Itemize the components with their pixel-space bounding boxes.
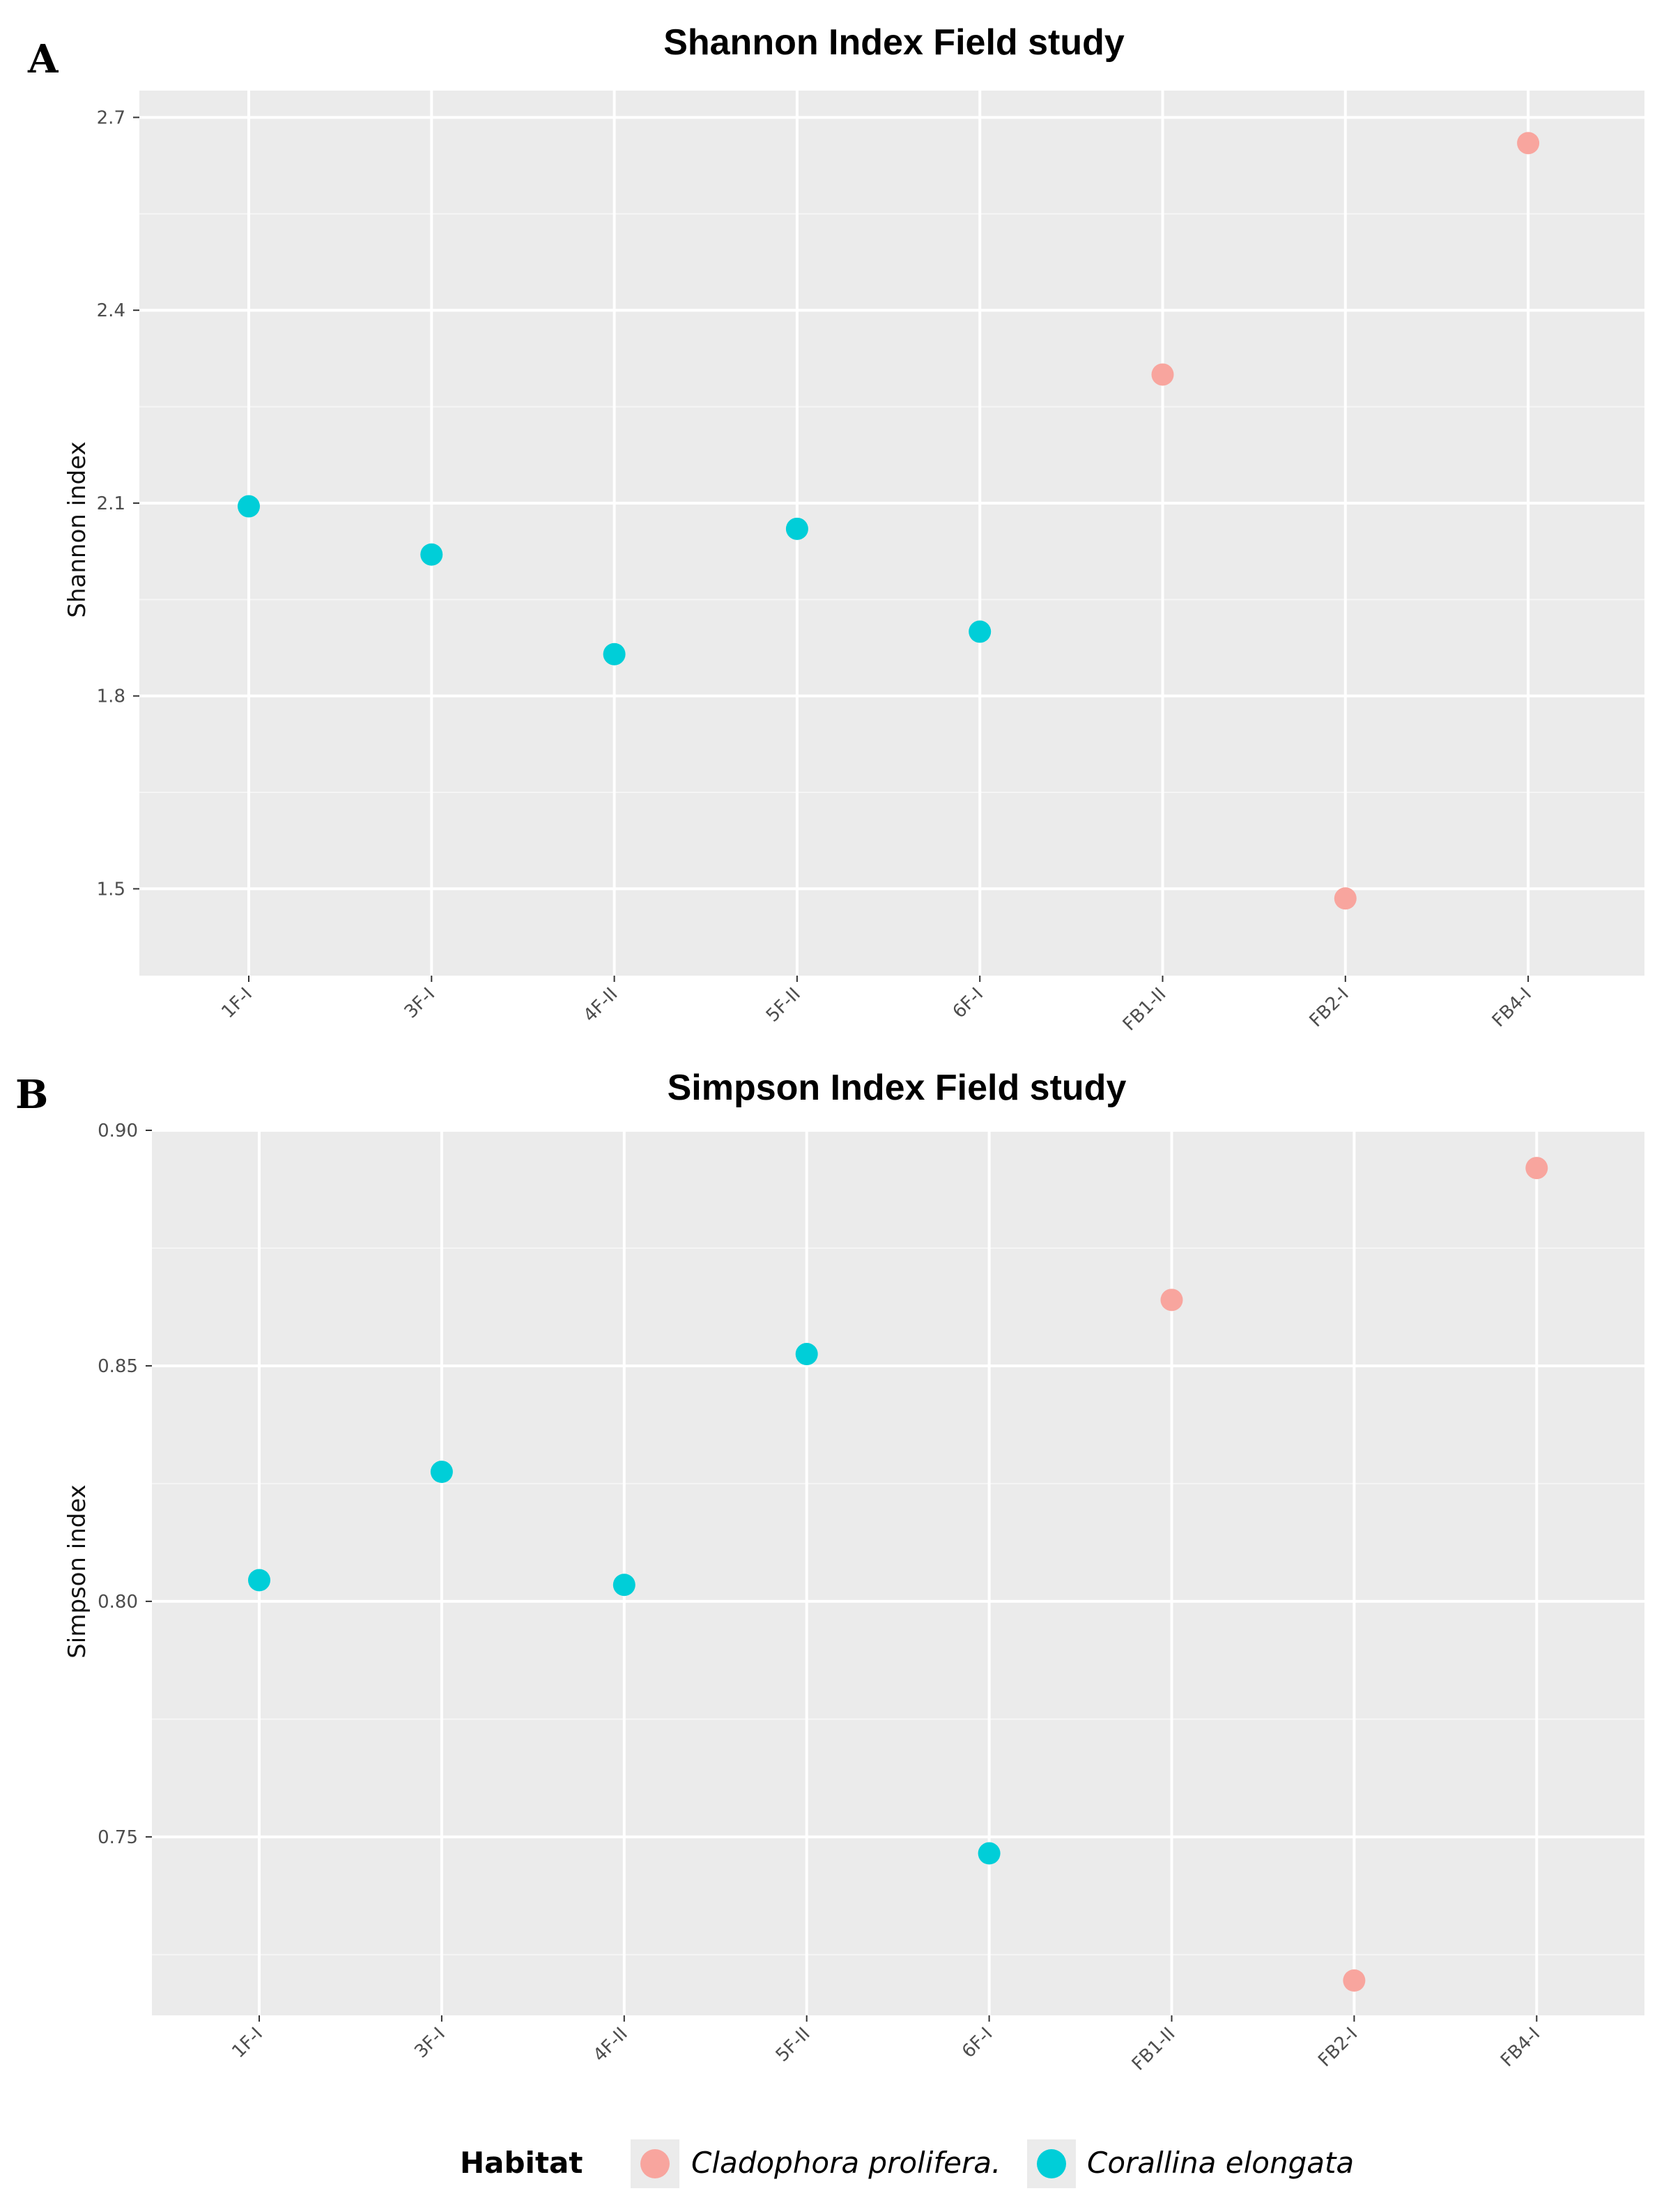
data-point-fb2-i [1343, 1969, 1366, 1992]
panel-letter: B [15, 1072, 48, 1118]
data-point-fb2-i [1334, 887, 1357, 910]
data-points [238, 132, 1540, 910]
grid-lines [152, 1129, 1644, 2015]
y-tick-label: 2.7 [97, 107, 125, 128]
x-tick-label: 4F-II [589, 2024, 632, 2066]
x-tick-label: 6F-I [958, 2024, 997, 2063]
x-tick-label: 1F-I [228, 2024, 267, 2063]
data-point-1f-i [238, 495, 260, 518]
y-tick-label: 0.75 [98, 1827, 138, 1848]
x-tick-label: FB2-I [1306, 984, 1353, 1031]
x-tick-label: FB1-II [1119, 984, 1171, 1036]
data-point-3f-i [420, 543, 443, 566]
plot-background [152, 1130, 1644, 2015]
data-point-6f-i [978, 1842, 1001, 1865]
y-tick-label: 2.4 [97, 300, 125, 321]
y-axis-label: Simpson index [63, 1484, 91, 1659]
data-point-1f-i [248, 1569, 270, 1592]
y-axis-label: Shannon index [63, 441, 91, 617]
x-tick-label: FB4-I [1488, 984, 1536, 1031]
legend-label-corallina: Corallina elongata [1087, 2146, 1354, 2180]
data-point-6f-i [969, 620, 992, 643]
x-tick-label: FB1-II [1128, 2024, 1180, 2075]
data-point-4f-ii [612, 1574, 635, 1597]
x-tick-label: 1F-I [217, 984, 256, 1023]
y-tick-label: 0.90 [98, 1121, 138, 1141]
y-tick-label: 2.1 [97, 493, 125, 514]
x-tick-label: 3F-I [410, 2024, 449, 2063]
legend: Habitat Cladophora prolifera. Corallina … [460, 2139, 1354, 2188]
chart-title: Simpson Index Field study [668, 1068, 1127, 1108]
data-points [248, 1157, 1548, 1992]
legend-entry-corallina: Corallina elongata [1027, 2139, 1354, 2188]
x-tick-label: 3F-I [401, 984, 440, 1023]
legend-title: Habitat [460, 2146, 583, 2180]
panel-letter: A [27, 36, 59, 82]
data-point-3f-i [430, 1461, 453, 1484]
data-point-fb4-i [1517, 132, 1540, 155]
data-point-fb1-ii [1151, 363, 1174, 386]
panel-b-simpson: B Simpson Index Field study Simpson inde… [15, 1068, 1644, 2075]
panel-a-shannon: A Shannon Index Field study Shannon inde… [27, 22, 1644, 1035]
data-point-fb1-ii [1160, 1289, 1183, 1312]
y-tick-label: 1.5 [97, 879, 125, 900]
data-point-5f-ii [785, 517, 808, 540]
data-point-4f-ii [603, 643, 626, 666]
legend-marker-cladophora [640, 2149, 670, 2178]
y-tick-label: 1.8 [97, 686, 125, 707]
chart-title: Shannon Index Field study [663, 22, 1125, 63]
x-tick-label: 4F-II [580, 984, 622, 1026]
plot-background [139, 91, 1644, 976]
data-point-fb4-i [1525, 1157, 1548, 1180]
data-point-5f-ii [795, 1343, 818, 1366]
x-tick-label: FB4-I [1497, 2024, 1544, 2071]
x-tick-label: FB2-I [1314, 2024, 1362, 2071]
y-tick-label: 0.80 [98, 1592, 138, 1613]
x-tick-label: 5F-II [762, 984, 805, 1026]
legend-label-cladophora: Cladophora prolifera. [691, 2146, 1001, 2180]
legend-marker-corallina [1037, 2149, 1066, 2178]
x-tick-label: 6F-I [949, 984, 988, 1023]
x-tick-label: 5F-II [772, 2024, 815, 2066]
legend-entry-cladophora: Cladophora prolifera. [631, 2139, 1001, 2188]
y-tick-label: 0.85 [98, 1356, 138, 1377]
